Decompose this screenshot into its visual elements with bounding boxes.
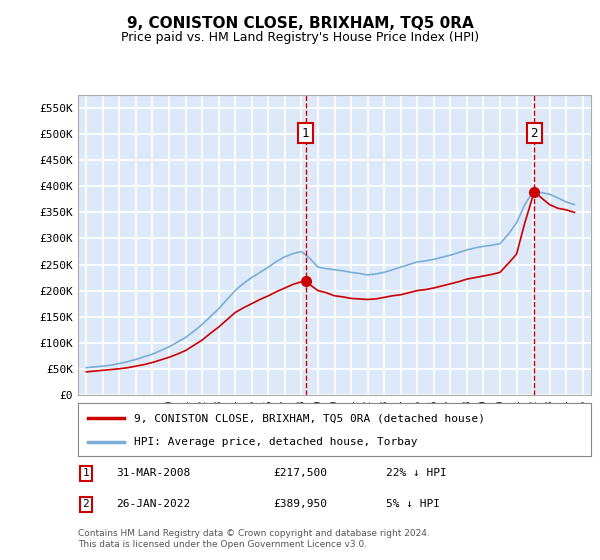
- Text: HPI: Average price, detached house, Torbay: HPI: Average price, detached house, Torb…: [134, 436, 418, 446]
- Text: 22% ↓ HPI: 22% ↓ HPI: [386, 468, 446, 478]
- Text: 1: 1: [302, 127, 309, 140]
- Text: 2: 2: [530, 127, 538, 140]
- Text: £389,950: £389,950: [273, 500, 327, 509]
- Text: Price paid vs. HM Land Registry's House Price Index (HPI): Price paid vs. HM Land Registry's House …: [121, 31, 479, 44]
- Text: 5% ↓ HPI: 5% ↓ HPI: [386, 500, 440, 509]
- Text: 1: 1: [82, 468, 89, 478]
- Text: £217,500: £217,500: [273, 468, 327, 478]
- Text: 31-MAR-2008: 31-MAR-2008: [116, 468, 191, 478]
- Text: 9, CONISTON CLOSE, BRIXHAM, TQ5 0RA: 9, CONISTON CLOSE, BRIXHAM, TQ5 0RA: [127, 16, 473, 31]
- Text: Contains HM Land Registry data © Crown copyright and database right 2024.
This d: Contains HM Land Registry data © Crown c…: [78, 529, 430, 549]
- Text: 9, CONISTON CLOSE, BRIXHAM, TQ5 0RA (detached house): 9, CONISTON CLOSE, BRIXHAM, TQ5 0RA (det…: [134, 413, 485, 423]
- Text: 2: 2: [82, 500, 89, 509]
- Text: 26-JAN-2022: 26-JAN-2022: [116, 500, 191, 509]
